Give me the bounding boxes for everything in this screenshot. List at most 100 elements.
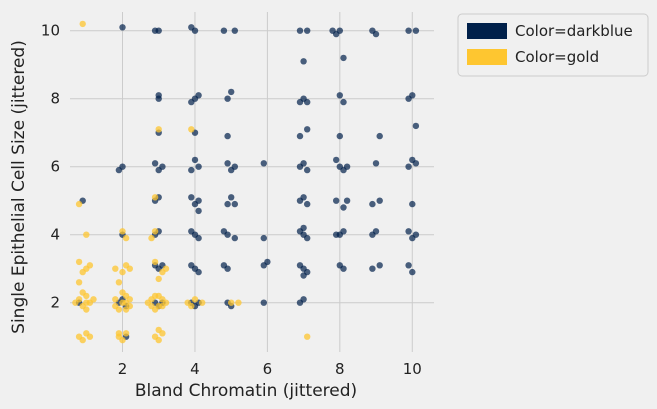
- point-darkblue: [195, 234, 202, 242]
- point-darkblue: [343, 197, 351, 204]
- points: [72, 20, 420, 344]
- point-gold: [112, 265, 119, 272]
- point-gold: [83, 231, 90, 238]
- point-darkblue: [300, 296, 307, 303]
- x-tick-label: 4: [190, 360, 200, 378]
- point-darkblue: [304, 166, 311, 174]
- point-darkblue: [159, 163, 166, 170]
- point-gold: [148, 302, 155, 310]
- point-darkblue: [231, 234, 238, 242]
- point-gold: [148, 234, 155, 242]
- point-gold: [79, 289, 86, 296]
- point-darkblue: [340, 54, 347, 62]
- point-darkblue: [405, 27, 412, 34]
- point-darkblue: [224, 160, 231, 167]
- point-gold: [159, 296, 166, 303]
- point-darkblue: [412, 231, 420, 238]
- point-gold: [188, 302, 195, 310]
- plot-area: [70, 12, 434, 352]
- point-darkblue: [336, 132, 343, 140]
- point-darkblue: [188, 166, 195, 174]
- x-axis-label: Bland Chromatin (jittered): [135, 381, 357, 401]
- point-darkblue: [369, 200, 376, 208]
- point-darkblue: [340, 265, 347, 272]
- point-darkblue: [155, 27, 162, 34]
- point-darkblue: [304, 98, 311, 106]
- y-tick-label: 4: [50, 226, 60, 244]
- point-gold: [119, 268, 126, 276]
- point-gold: [90, 296, 97, 303]
- y-tick-label: 8: [50, 90, 60, 108]
- point-darkblue: [188, 194, 195, 201]
- point-darkblue: [340, 228, 347, 235]
- point-gold: [83, 299, 90, 306]
- point-gold: [122, 299, 130, 306]
- point-darkblue: [405, 262, 412, 269]
- point-gold: [155, 302, 162, 310]
- point-darkblue: [333, 156, 340, 164]
- point-darkblue: [300, 160, 307, 167]
- point-darkblue: [376, 262, 383, 269]
- point-darkblue: [340, 204, 347, 211]
- point-gold: [119, 228, 126, 235]
- point-darkblue: [333, 197, 340, 204]
- point-gold: [151, 292, 159, 300]
- point-darkblue: [231, 200, 238, 208]
- point-darkblue: [155, 92, 162, 99]
- point-darkblue: [405, 163, 412, 170]
- point-darkblue: [264, 258, 271, 266]
- point-darkblue: [372, 228, 380, 235]
- point-darkblue: [224, 200, 231, 208]
- point-darkblue: [304, 234, 311, 242]
- y-tick-label: 6: [50, 158, 60, 176]
- point-darkblue: [340, 98, 347, 106]
- legend-label: Color=gold: [515, 48, 599, 66]
- point-gold: [235, 299, 242, 306]
- point-darkblue: [304, 126, 311, 133]
- point-darkblue: [372, 160, 380, 167]
- point-darkblue: [228, 88, 235, 96]
- point-gold: [86, 333, 94, 340]
- point-darkblue: [296, 27, 304, 34]
- point-darkblue: [412, 27, 420, 34]
- point-darkblue: [231, 27, 238, 34]
- point-gold: [191, 296, 199, 303]
- point-darkblue: [412, 160, 420, 167]
- point-darkblue: [300, 224, 307, 232]
- point-gold: [72, 299, 79, 306]
- point-darkblue: [224, 95, 231, 102]
- point-gold: [75, 258, 83, 266]
- point-gold: [304, 333, 311, 340]
- point-darkblue: [343, 163, 351, 170]
- point-darkblue: [300, 272, 307, 279]
- point-darkblue: [195, 92, 202, 99]
- point-darkblue: [195, 163, 202, 170]
- point-darkblue: [409, 200, 416, 208]
- point-gold: [151, 258, 159, 266]
- point-gold: [151, 194, 159, 201]
- point-darkblue: [409, 92, 416, 99]
- legend-swatch: [467, 23, 507, 39]
- point-gold: [155, 336, 162, 344]
- point-darkblue: [151, 160, 159, 167]
- x-tick-label: 6: [263, 360, 273, 378]
- point-darkblue: [195, 197, 202, 204]
- point-gold: [119, 289, 126, 296]
- y-tick-label: 2: [50, 294, 60, 312]
- point-darkblue: [224, 231, 231, 238]
- point-darkblue: [369, 265, 376, 272]
- point-gold: [83, 306, 90, 313]
- point-darkblue: [300, 58, 307, 65]
- point-darkblue: [304, 27, 311, 34]
- y-axis-label: Single Epithelial Cell Size (jittered): [9, 40, 29, 334]
- point-gold: [75, 279, 83, 286]
- point-darkblue: [191, 27, 199, 34]
- point-gold: [162, 265, 170, 272]
- x-tick-label: 2: [118, 360, 128, 378]
- point-darkblue: [119, 24, 126, 31]
- grid: [70, 12, 434, 352]
- point-darkblue: [191, 156, 199, 164]
- x-tick-label: 8: [335, 360, 345, 378]
- point-gold: [155, 326, 162, 334]
